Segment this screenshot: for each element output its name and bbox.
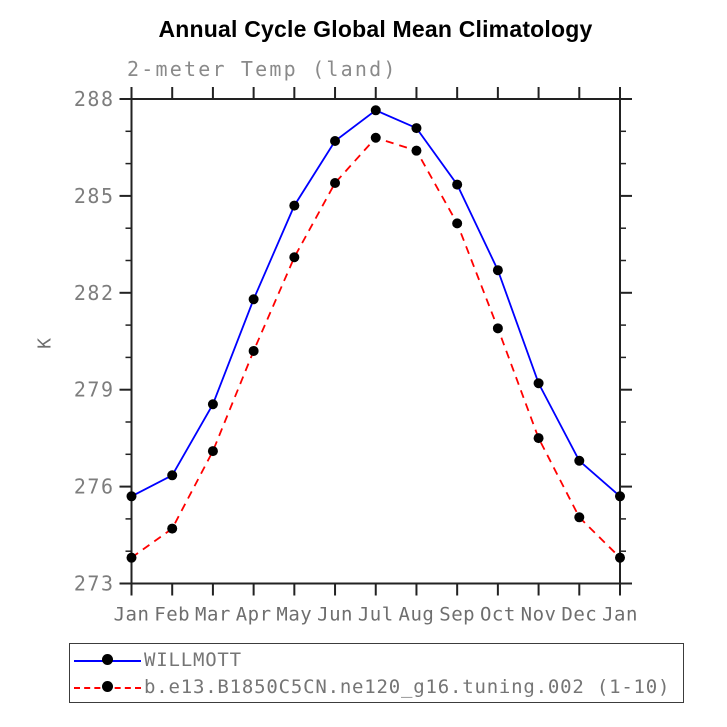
y-tick-label: 279 (74, 378, 115, 402)
data-point-marker (248, 294, 259, 305)
x-tick-label: Aug (399, 604, 435, 626)
data-point-marker (615, 491, 625, 502)
legend-marker-dot-icon (102, 680, 113, 692)
data-point-marker (574, 455, 585, 466)
legend-label-willmott: WILLMOTT (144, 648, 242, 671)
y-tick-label: 282 (74, 281, 115, 305)
data-point-marker (330, 177, 341, 188)
data-point-marker (167, 470, 178, 481)
data-point-marker (289, 200, 300, 211)
x-tick-label: May (276, 604, 312, 626)
data-point-marker (452, 179, 463, 190)
legend-marker-dot-icon (102, 653, 113, 665)
plot-frame (130, 98, 621, 585)
x-tick-label: Feb (154, 604, 190, 626)
series-line-0 (131, 109, 621, 498)
x-tick-label: Mar (195, 604, 231, 626)
x-tick-label: Apr (236, 604, 272, 626)
data-point-marker (492, 265, 503, 276)
data-point-marker (126, 552, 137, 563)
data-point-marker (126, 491, 137, 502)
data-point-marker (207, 446, 218, 457)
x-tick-label: Jan (602, 604, 638, 626)
legend-row-model: b.e13.B1850C5CN.ne120_g16.tuning.002 (1-… (70, 673, 683, 700)
y-tick-label: 276 (74, 475, 115, 499)
data-point-marker (533, 433, 544, 444)
data-point-marker (248, 345, 259, 356)
legend-label-model: b.e13.B1850C5CN.ne120_g16.tuning.002 (1-… (144, 675, 671, 698)
data-point-marker (370, 132, 381, 143)
data-point-marker (411, 123, 422, 134)
x-tick-label: Dec (561, 604, 597, 626)
x-tick-label: Oct (480, 604, 516, 626)
x-tick-label: Jan (114, 604, 150, 626)
chart-subtitle: 2-meter Temp (land) (127, 57, 398, 81)
y-tick-label: 288 (74, 87, 115, 111)
y-tick-label: 273 (74, 572, 115, 596)
y-tick-label: 285 (74, 184, 115, 208)
chart-title: Annual Cycle Global Mean Climatology (158, 16, 593, 42)
data-point-marker (574, 512, 585, 523)
legend-row-willmott: WILLMOTT (70, 646, 683, 673)
data-point-marker (289, 252, 300, 263)
x-tick-label: Jun (317, 604, 353, 626)
data-point-marker (207, 399, 218, 410)
data-point-marker (167, 523, 178, 534)
x-tick-label: Nov (521, 604, 557, 626)
data-point-marker (330, 135, 341, 146)
data-point-marker (452, 218, 463, 229)
data-point-marker (492, 323, 503, 334)
data-point-marker (411, 145, 422, 156)
data-point-marker (370, 105, 381, 116)
x-tick-label: Sep (439, 604, 475, 626)
series-line-1 (130, 136, 621, 559)
legend: WILLMOTT b.e13.B1850C5CN.ne120_g16.tunin… (69, 643, 684, 703)
data-point-marker (615, 552, 625, 563)
data-point-marker (533, 378, 544, 389)
x-tick-label: Jul (358, 604, 394, 626)
